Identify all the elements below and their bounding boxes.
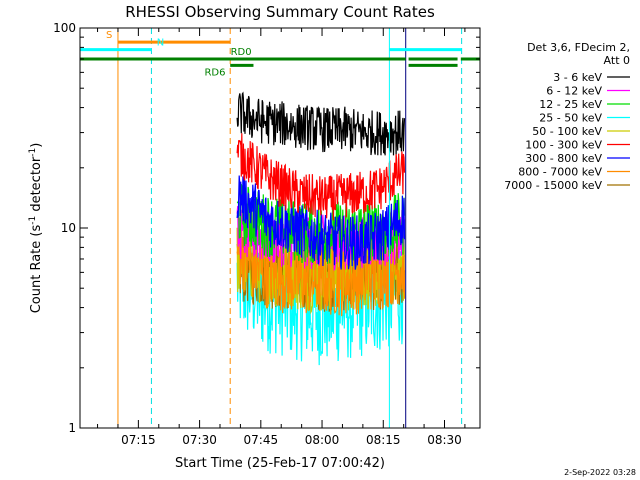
y-axis-label-main: Count Rate (s (29, 225, 44, 314)
legend-label-6-12-kev: 6 - 12 keV (546, 85, 602, 98)
legend-label-300-800-kev: 300 - 800 keV (525, 152, 602, 165)
x-tick-label: 07:15 (121, 433, 156, 447)
series-100-300-kev (236, 133, 406, 221)
x-axis-label: Start Time (25-Feb-17 07:00:42) (175, 456, 385, 471)
x-tick-label: 07:30 (182, 433, 217, 447)
y-tick-label: 1 (68, 421, 76, 435)
legend-label-50-100-kev: 50 - 100 keV (532, 125, 602, 138)
footer-date: 2-Sep-2022 03:28 (564, 468, 636, 477)
legend-header-line-2: Att 0 (604, 54, 630, 67)
x-tick-label: 08:00 (305, 433, 340, 447)
legend-label-800-7000-kev: 800 - 7000 keV (518, 166, 602, 179)
series-layer (236, 91, 406, 366)
legend-header-line-1: Det 3,6, FDecim 2, (527, 41, 630, 54)
y-tick-label: 100 (53, 21, 76, 35)
y-axis-label-mid: detector (29, 156, 44, 216)
series-300-800-kev (236, 172, 406, 270)
chart-title: RHESSI Observing Summary Count Rates (125, 3, 435, 21)
y-tick-label: 10 (61, 221, 76, 235)
flag-bars: S N RD0 RD6 (80, 30, 480, 78)
y-axis-label-sup2: -1 (28, 148, 38, 157)
x-tick-label: 07:45 (244, 433, 279, 447)
vertical-markers (117, 28, 463, 428)
flag-label-s: S (106, 30, 112, 41)
legend-label-100-300-kev: 100 - 300 keV (525, 139, 602, 152)
x-tick-label: 08:15 (366, 433, 401, 447)
legend-label-12-25-kev: 12 - 25 keV (539, 98, 602, 111)
y-axis-label-sup1: -1 (28, 216, 38, 225)
legend-label-25-50-kev: 25 - 50 keV (539, 112, 602, 125)
x-tick-label: 08:30 (427, 433, 462, 447)
axis-ticks: 100 10 1 07:15 07:30 07:45 08:00 08:15 08:30 (53, 21, 480, 447)
flag-label-rd0: RD0 (231, 47, 252, 58)
flag-label-rd6: RD6 (204, 67, 225, 78)
flag-label-n: N (157, 38, 164, 49)
legend-label-7000-15000-kev: 7000 - 15000 keV (504, 179, 602, 192)
series-3-6-kev (236, 91, 406, 156)
legend-label-3-6-kev: 3 - 6 keV (553, 71, 602, 84)
series-25-50-kev (236, 226, 406, 366)
y-axis-label-end: ) (29, 143, 44, 148)
y-axis-label: Count Rate (s-1 detector-1) (28, 143, 44, 314)
